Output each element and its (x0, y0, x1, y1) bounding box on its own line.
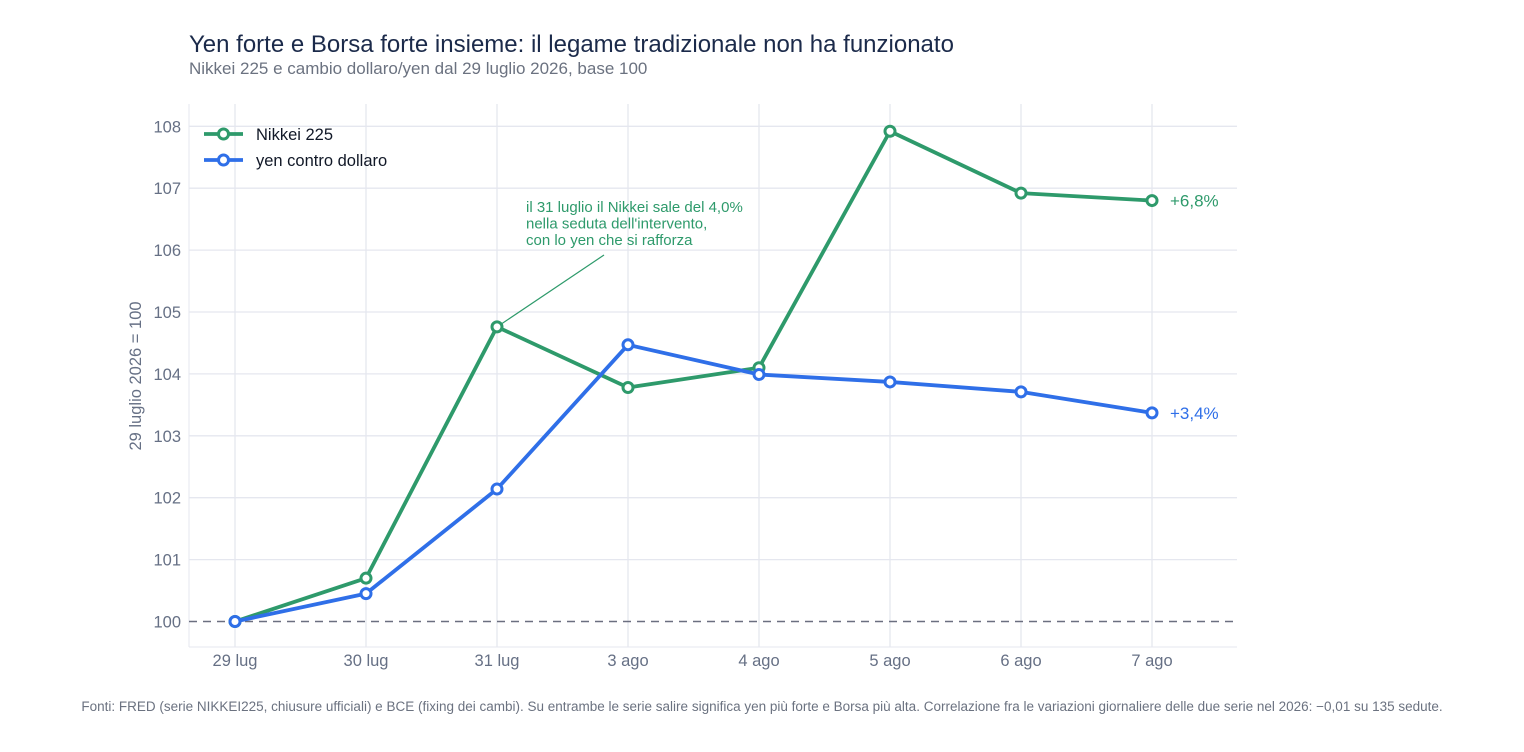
data-point (359, 587, 373, 601)
legend-label: yen contro dollaro (256, 152, 387, 170)
data-point (1145, 194, 1159, 208)
y-tick-label: 104 (153, 366, 181, 384)
y-axis-title: 29 luglio 2026 = 100 (127, 301, 145, 450)
data-point (621, 338, 635, 352)
data-point (1145, 406, 1159, 420)
annotation-text: il 31 luglio il Nikkei sale del 4,0% (526, 199, 743, 216)
data-point (883, 124, 897, 138)
series-line (233, 342, 1154, 624)
data-point (752, 368, 766, 382)
data-point (490, 320, 504, 334)
y-tick-label: 100 (153, 614, 181, 632)
y-tick-label: 103 (153, 428, 181, 446)
data-point (359, 571, 373, 585)
series-line (233, 129, 1154, 624)
x-tick-label: 6 ago (1000, 652, 1041, 670)
y-tick-label: 106 (153, 242, 181, 260)
x-tick-label: 29 lug (213, 652, 258, 670)
data-point (490, 482, 504, 496)
y-tick-label: 102 (153, 490, 181, 508)
end-value-label: +6,8% (1170, 192, 1219, 211)
data-point (1014, 385, 1028, 399)
x-tick-label: 4 ago (738, 652, 779, 670)
legend-swatch-marker (217, 127, 230, 141)
chart-subtitle: Nikkei 225 e cambio dollaro/yen dal 29 l… (189, 59, 648, 78)
chart-title: Yen forte e Borsa forte insieme: il lega… (189, 31, 954, 58)
x-tick-label: 5 ago (869, 652, 910, 670)
data-point (228, 615, 242, 628)
x-tick-label: 7 ago (1131, 652, 1172, 670)
y-tick-label: 101 (153, 552, 181, 570)
end-value-label: +3,4% (1170, 404, 1219, 423)
x-tick-label: 3 ago (607, 652, 648, 670)
y-tick-label: 108 (153, 118, 181, 136)
y-tick-label: 105 (153, 304, 181, 322)
series-yen-contro-dollaro: +3,4% (228, 338, 1219, 628)
annotation-text: con lo yen che si rafforza (526, 232, 693, 249)
y-tick-label: 107 (153, 180, 181, 198)
legend-item: yen contro dollaro (204, 152, 387, 170)
x-tick-label: 30 lug (344, 652, 389, 670)
legend-swatch-marker (217, 153, 230, 167)
legend-item: Nikkei 225 (204, 126, 333, 144)
x-tick-label: 31 lug (475, 652, 520, 670)
data-point (1014, 186, 1028, 200)
legend-label: Nikkei 225 (256, 126, 333, 144)
data-point (621, 381, 635, 395)
source-note: Fonti: FRED (serie NIKKEI225, chiusure u… (81, 699, 1443, 714)
data-point (883, 375, 897, 389)
annotation-connector (499, 254, 605, 326)
annotation-text: nella seduta dell'intervento, (526, 216, 707, 233)
